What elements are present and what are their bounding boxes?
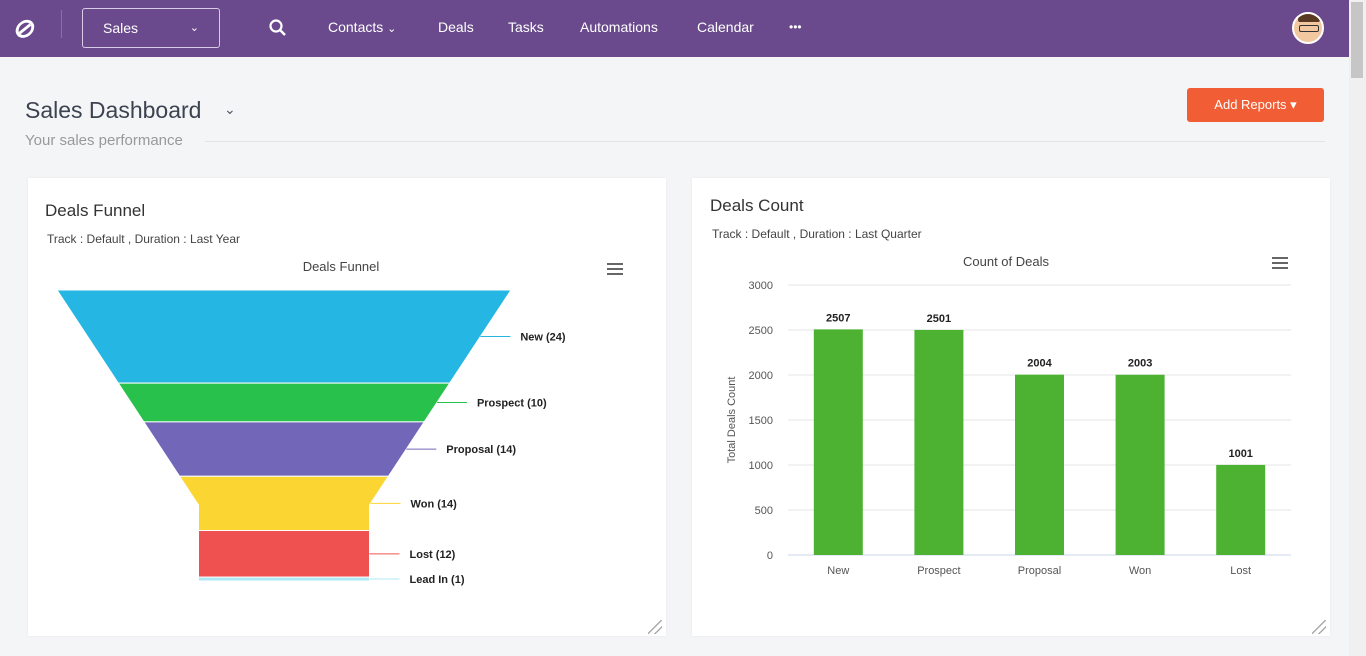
chart-menu-icon[interactable]	[1272, 257, 1288, 269]
card-title: Deals Funnel	[45, 201, 146, 220]
avatar[interactable]	[1292, 12, 1324, 44]
chevron-down-icon[interactable]: ⌄	[224, 101, 236, 117]
chart-title: Count of Deals	[963, 254, 1049, 269]
divider	[61, 10, 62, 38]
scrollbar[interactable]	[1349, 0, 1366, 656]
card-title: Deals Count	[710, 196, 804, 215]
more-icon[interactable]: •••	[789, 20, 802, 34]
pipeline-select-value: Sales	[103, 20, 139, 36]
nav-contacts[interactable]: Contacts ⌄	[328, 0, 396, 57]
pipeline-select[interactable]: Sales ⌄	[82, 8, 220, 48]
chart-menu-icon[interactable]	[607, 263, 623, 275]
app-logo[interactable]: ⊘	[12, 13, 34, 43]
resize-handle[interactable]	[1312, 620, 1326, 634]
chevron-down-icon: ⌄	[189, 22, 199, 34]
page-title: Sales Dashboard	[25, 97, 202, 123]
top-navbar: ⊘ Sales ⌄ Contacts ⌄ Deals Tasks Automati…	[0, 0, 1366, 57]
nav-contacts-label: Contacts	[328, 19, 384, 35]
divider	[205, 141, 1325, 142]
nav-tasks[interactable]: Tasks	[508, 19, 544, 35]
add-reports-button[interactable]: Add Reports ▾	[1187, 88, 1324, 122]
card-meta: Track : Default , Duration : Last Year	[47, 232, 240, 246]
card-meta: Track : Default , Duration : Last Quarte…	[712, 227, 922, 241]
chevron-down-icon: ⌄	[387, 23, 397, 35]
nav-automations[interactable]: Automations	[580, 19, 658, 35]
resize-handle[interactable]	[648, 620, 662, 634]
deals-count-card: Deals Count Track : Default , Duration :…	[692, 178, 1330, 636]
nav-deals[interactable]: Deals	[438, 19, 474, 35]
deals-funnel-card: Deals Funnel Track : Default , Duration …	[28, 178, 666, 636]
nav-calendar[interactable]: Calendar	[697, 19, 754, 35]
page-subtitle: Your sales performance	[25, 132, 183, 149]
search-icon[interactable]	[268, 0, 288, 57]
scrollbar-thumb[interactable]	[1351, 2, 1363, 78]
chart-title: Deals Funnel	[302, 259, 380, 274]
